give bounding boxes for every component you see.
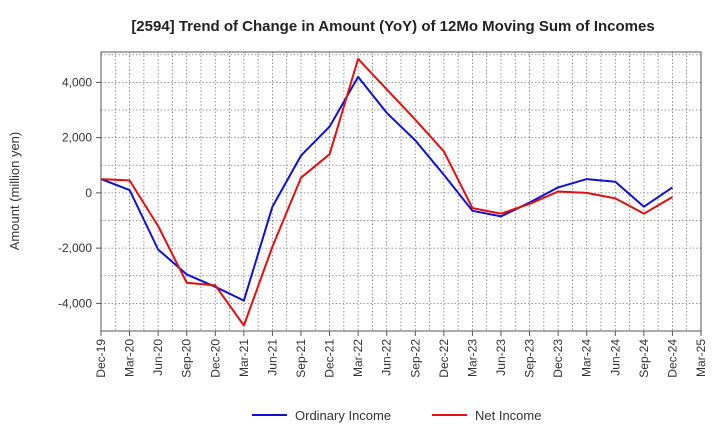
x-tick-label: Jun-23 [494,339,508,376]
grid [101,52,701,331]
x-tick-label: Sep-22 [408,339,422,378]
series-line-net-income [100,57,673,327]
x-tick-label: Mar-21 [237,339,251,377]
x-tick-label: Sep-24 [637,339,651,378]
x-tick-label: Jun-20 [151,339,165,376]
x-tick-label: Sep-20 [180,339,194,378]
x-tick-label: Dec-23 [551,339,565,378]
y-tick-label: 4,000 [62,75,92,89]
x-tick-label: Sep-21 [294,339,308,378]
series-line-ordinary-income [100,75,673,302]
y-axis-label: Amount (million yen) [7,132,22,251]
x-tick-label: Dec-20 [208,339,222,378]
plot-frame [100,51,702,332]
x-tick-label: Dec-21 [323,339,337,378]
y-ticks: 4,000 2,000 0 -2,000 -4,000 [58,75,101,310]
x-tick-label: Mar-24 [580,339,594,377]
x-tick-label: Mar-20 [123,339,137,377]
series-layer [100,57,673,327]
legend-label-net-income: Net Income [475,408,541,423]
x-tick-label: Mar-23 [465,339,479,377]
x-tick-label: Mar-22 [351,339,365,377]
x-tick-label: Jun-21 [265,339,279,376]
x-tick-label: Mar-25 [694,339,708,377]
y-tick-label: 2,000 [62,131,92,145]
y-tick-label: -2,000 [58,241,92,255]
x-ticks: Dec-19 Mar-20 Jun-20 Sep-20 Dec-20 Mar-21 Jun-… [94,331,708,378]
x-tick-label: Sep-23 [523,339,537,378]
y-tick-label: -4,000 [58,296,92,310]
x-tick-label: Dec-22 [437,339,451,378]
chart-title: [2594] Trend of Change in Amount (YoY) o… [131,18,654,35]
x-tick-label: Jun-22 [380,339,394,376]
x-tick-label: Jun-24 [608,339,622,376]
legend-label-ordinary-income: Ordinary Income [295,408,391,423]
x-tick-label: Dec-24 [665,339,679,378]
legend: Ordinary Income Net Income [252,408,541,423]
x-tick-label: Dec-19 [94,339,108,378]
y-tick-label: 0 [85,186,92,200]
